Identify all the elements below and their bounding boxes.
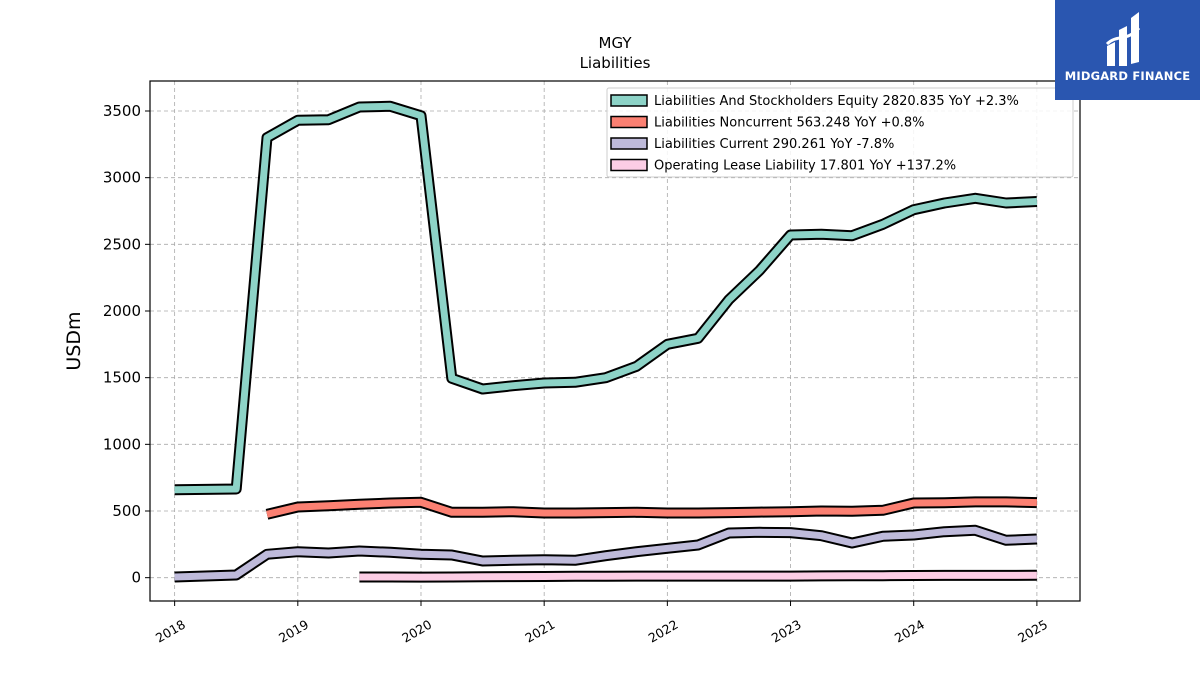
y-tick-label: 0	[131, 569, 141, 587]
legend-label: Liabilities Noncurrent 563.248 YoY +0.8%	[654, 116, 925, 131]
y-axis-label: USDm	[63, 311, 85, 370]
series-line-0	[174, 102, 1038, 494]
x-tick-label: 2023	[769, 617, 804, 646]
legend: Liabilities And Stockholders Equity 2820…	[606, 87, 1074, 178]
legend-swatch	[610, 115, 648, 129]
series-line-2	[174, 526, 1038, 581]
y-tick-label: 2000	[103, 302, 141, 320]
x-tick-label: 2021	[522, 617, 557, 646]
legend-label: Liabilities Current 290.261 YoY -7.8%	[654, 137, 894, 152]
x-tick-label: 2024	[892, 617, 927, 646]
y-tick-label: 3000	[103, 169, 141, 187]
series-line-3	[359, 571, 1037, 581]
chart-title: MGY	[599, 34, 633, 52]
x-tick-label: 2020	[399, 617, 434, 646]
y-tick-label: 500	[112, 502, 141, 520]
y-tick-label: 1500	[103, 369, 141, 387]
x-tick-label: 2025	[1015, 617, 1050, 646]
legend-label: Operating Lease Liability 17.801 YoY +13…	[654, 159, 956, 174]
y-tick-label: 2500	[103, 235, 141, 253]
y-tick-label: 1000	[103, 435, 141, 453]
x-tick-label: 2022	[646, 617, 681, 646]
legend-label: Liabilities And Stockholders Equity 2820…	[654, 94, 1019, 109]
logo-text: MIDGARD FINANCE	[1064, 69, 1191, 83]
series-layer	[174, 100, 1038, 583]
x-tick-label: 2018	[153, 617, 188, 646]
legend-swatch	[610, 137, 648, 150]
x-tick-label: 2019	[276, 617, 311, 646]
legend-swatch	[610, 94, 648, 107]
legend-box	[606, 87, 1074, 178]
brand-logo: MIDGARD FINANCE	[1055, 0, 1200, 100]
chart-subtitle: Liabilities	[580, 54, 651, 72]
plot-frame	[149, 80, 1081, 602]
legend-swatch	[610, 158, 648, 172]
series-line-1	[266, 498, 1037, 518]
y-tick-label: 3500	[103, 102, 141, 120]
logo-icon	[1105, 12, 1141, 66]
